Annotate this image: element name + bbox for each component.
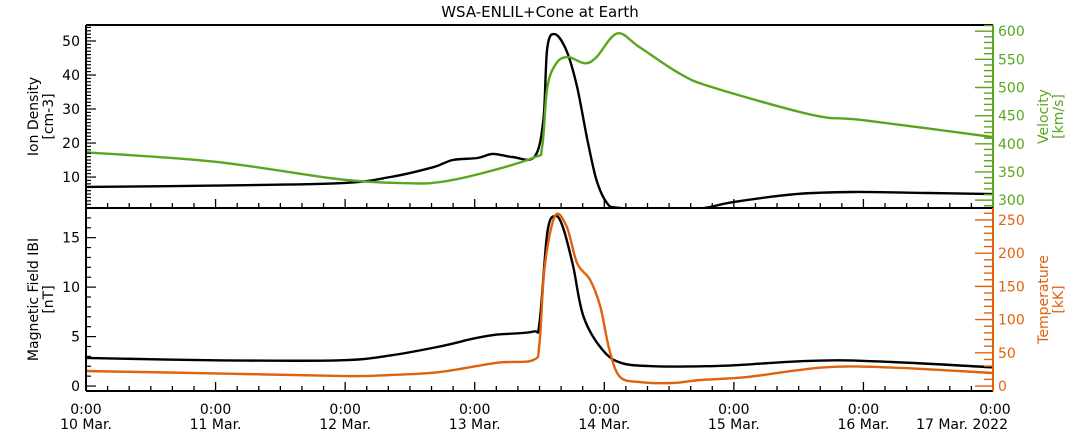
x-tick-label-date: 16 Mar. bbox=[838, 417, 890, 432]
x-tick-label-date: 11 Mar. bbox=[190, 417, 242, 432]
left-tick-label: 30 bbox=[62, 102, 80, 118]
right-tick-label: 350 bbox=[998, 165, 1025, 181]
right-tick-label: 150 bbox=[998, 279, 1025, 295]
right-tick-label: 0 bbox=[998, 379, 1007, 395]
series-line-velocity bbox=[86, 32, 993, 185]
left-axis-title: Magnetic Field IBI bbox=[26, 238, 42, 361]
right-tick-label: 450 bbox=[998, 109, 1025, 125]
chart-title: WSA-ENLIL+Cone at Earth bbox=[441, 3, 639, 21]
x-tick-label-time: 0:00 bbox=[718, 402, 749, 418]
right-tick-label: 400 bbox=[998, 137, 1025, 153]
series-line-ion-density bbox=[86, 32, 993, 208]
x-tick-label-time: 0:00 bbox=[848, 402, 879, 418]
right-axis-title: Temperature bbox=[1036, 255, 1052, 345]
series-line-temperature bbox=[86, 212, 993, 385]
x-tick-label-time: 0:00 bbox=[979, 402, 1010, 418]
left-axis-unit: [cm-3] bbox=[41, 93, 57, 139]
x-tick-label-date: 14 Mar. bbox=[578, 417, 630, 432]
x-tick-label-date: 10 Mar. bbox=[60, 417, 112, 432]
right-tick-label: 250 bbox=[998, 213, 1025, 229]
x-tick-label-time: 0:00 bbox=[70, 402, 101, 418]
right-axis-title: Velocity bbox=[1036, 89, 1052, 144]
left-tick-label: 10 bbox=[62, 280, 80, 296]
left-tick-label: 5 bbox=[71, 330, 80, 346]
left-tick-label: 40 bbox=[62, 68, 80, 84]
left-tick-label: 50 bbox=[62, 34, 80, 50]
right-tick-label: 550 bbox=[998, 52, 1025, 68]
right-tick-label: 600 bbox=[998, 24, 1025, 40]
right-tick-label: 200 bbox=[998, 246, 1025, 262]
left-tick-label: 20 bbox=[62, 136, 80, 152]
x-tick-label-date: 12 Mar. bbox=[319, 417, 371, 432]
x-tick-label-time: 0:00 bbox=[329, 402, 360, 418]
x-tick-label-date: 13 Mar. bbox=[449, 417, 501, 432]
x-tick-label-time: 0:00 bbox=[589, 402, 620, 418]
x-tick-label-date: 15 Mar. bbox=[708, 417, 760, 432]
right-axis-unit: [km/s] bbox=[1051, 94, 1067, 139]
x-tick-label-time: 0:00 bbox=[200, 402, 231, 418]
right-axis-unit: [kK] bbox=[1051, 285, 1067, 313]
left-tick-label: 0 bbox=[71, 379, 80, 395]
left-axis-unit: [nT] bbox=[41, 285, 57, 313]
right-tick-label: 100 bbox=[998, 313, 1025, 329]
right-tick-label: 500 bbox=[998, 81, 1025, 97]
left-axis-title: Ion Density bbox=[26, 77, 42, 156]
x-tick-label-date: 17 Mar. 2022 bbox=[916, 417, 1008, 432]
right-tick-label: 50 bbox=[998, 346, 1016, 362]
left-tick-label: 15 bbox=[62, 231, 80, 247]
x-tick-label-time: 0:00 bbox=[459, 402, 490, 418]
left-tick-label: 10 bbox=[62, 170, 80, 186]
right-tick-label: 300 bbox=[998, 193, 1025, 209]
